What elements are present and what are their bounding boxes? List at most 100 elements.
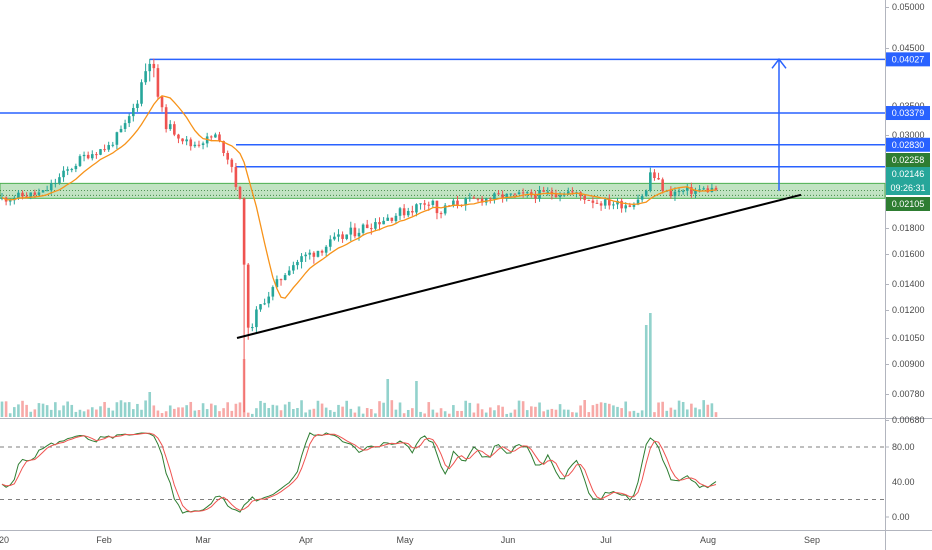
- candle-body: [378, 222, 381, 225]
- volume-bar: [226, 402, 229, 417]
- price-tick-label: 0.04500: [892, 43, 925, 53]
- candle-body: [201, 143, 205, 145]
- candle-body: [78, 156, 82, 166]
- candle-body: [608, 199, 611, 206]
- candle-body: [279, 279, 283, 281]
- low-marker-badge-bg: [886, 197, 930, 211]
- volume-bar: [370, 409, 373, 417]
- candle-body: [185, 139, 188, 142]
- volume-bar: [70, 404, 74, 417]
- candle-body: [411, 210, 414, 213]
- time-tick-label: Feb: [96, 535, 112, 545]
- price-tick-label: 0.03000: [892, 130, 925, 140]
- volume-bar: [513, 409, 517, 417]
- candle-body: [706, 188, 710, 193]
- candle-body: [365, 224, 369, 229]
- candle-body: [669, 190, 673, 197]
- candle-body: [353, 227, 357, 237]
- candle-body: [583, 195, 586, 200]
- volume-bar: [54, 402, 57, 417]
- price-panel: [0, 0, 885, 418]
- volume-bar: [480, 409, 484, 417]
- volume-bar: [320, 403, 324, 417]
- oscillator-axis[interactable]: 80.00 40.00 0.00: [885, 442, 915, 522]
- volume-bar: [447, 413, 451, 417]
- candle-body: [370, 228, 373, 230]
- volume-bar: [111, 410, 115, 417]
- candle-body: [267, 296, 271, 304]
- volume-bar: [476, 403, 480, 417]
- candle-body: [657, 178, 660, 180]
- volume-bar: [706, 404, 710, 417]
- volume-bar: [189, 401, 193, 417]
- candle-body: [673, 191, 677, 197]
- candle-body: [595, 202, 599, 204]
- volume-bar: [616, 406, 619, 417]
- price-tick-label: 0.01800: [892, 223, 925, 233]
- candle-body: [698, 189, 701, 191]
- candle-body: [111, 144, 115, 146]
- volume-bar: [443, 411, 447, 417]
- support-zone-top-badge: 0.02258: [892, 155, 925, 165]
- candle-body: [320, 250, 324, 253]
- candle-body: [115, 132, 119, 145]
- candle-body: [649, 172, 652, 191]
- candle-body: [140, 82, 143, 104]
- volume-bar: [406, 409, 410, 417]
- candle-body: [271, 287, 275, 297]
- oscillator-panel: [0, 419, 885, 530]
- time-tick-label: Sep: [804, 535, 820, 545]
- volume-bar: [181, 407, 184, 417]
- volume-bar: [468, 402, 472, 417]
- volume-bar: [698, 409, 701, 417]
- candle-body: [612, 204, 615, 206]
- volume-bar: [673, 409, 677, 417]
- volume-bar: [452, 405, 455, 417]
- candle-body: [644, 190, 648, 197]
- candle-body: [82, 154, 86, 157]
- candle-body: [714, 187, 718, 190]
- candle-body: [296, 261, 299, 266]
- candle-body: [45, 190, 49, 192]
- price-tick-label: 0.00680: [892, 415, 925, 425]
- volume-bar: [640, 410, 644, 417]
- candle-body: [17, 192, 20, 199]
- candle-body: [41, 190, 45, 193]
- volume-bar: [82, 411, 86, 417]
- volume-bar: [119, 400, 123, 417]
- volume-bar: [521, 401, 525, 417]
- volume-bar: [435, 412, 439, 417]
- time-tick-label: Jul: [600, 535, 612, 545]
- volume-bar: [214, 405, 217, 417]
- volume-bar: [324, 407, 328, 417]
- volume-bar: [333, 411, 336, 417]
- candle-body: [620, 200, 623, 209]
- volume-bar: [456, 410, 459, 417]
- time-tick-label: May: [396, 535, 414, 545]
- volume-bar: [218, 411, 221, 417]
- candle-body: [489, 198, 492, 200]
- volume-bar: [423, 413, 426, 417]
- oscillator-tick-label: 40.00: [892, 477, 915, 487]
- candle-body: [694, 190, 697, 194]
- time-axis[interactable]: 20 Feb Mar Apr May Jun Jul Aug Sep: [0, 535, 820, 545]
- volume-bar: [95, 409, 98, 417]
- volume-bar: [628, 411, 632, 417]
- target-arrow-head: [771, 58, 787, 69]
- candle-body: [300, 256, 303, 262]
- volume-bar: [415, 381, 418, 417]
- candle-body: [443, 205, 447, 214]
- candle-body: [599, 203, 603, 206]
- current-price-badge-bg: [886, 167, 930, 181]
- volume-bar: [653, 412, 656, 417]
- candle-body: [156, 68, 160, 97]
- volume-bar: [283, 404, 287, 417]
- candle-body: [493, 193, 496, 200]
- candle-body: [349, 227, 353, 235]
- volume-bar: [595, 403, 599, 417]
- candle-body: [152, 63, 156, 69]
- volume-bar: [173, 408, 176, 417]
- candle-body: [685, 187, 689, 191]
- volume-bar: [259, 400, 262, 417]
- volume-bar: [86, 409, 90, 417]
